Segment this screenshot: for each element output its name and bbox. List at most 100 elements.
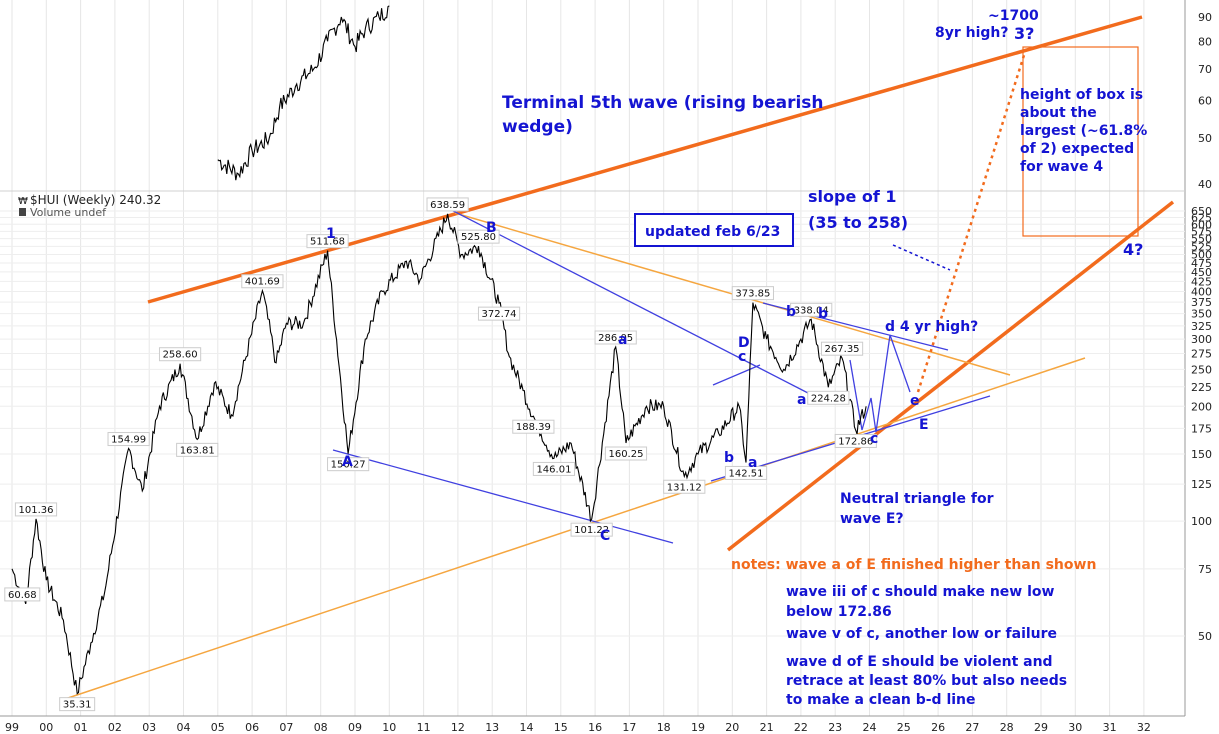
x-tick-label: 16 <box>588 721 602 734</box>
blue-short-line-1 <box>712 364 761 386</box>
x-tick-label: 09 <box>348 721 362 734</box>
x-tick-label: 32 <box>1137 721 1151 734</box>
y-tick-label: 325 <box>1191 320 1212 333</box>
x-tick-label: 17 <box>622 721 636 734</box>
volume-label: Volume undef <box>30 206 107 219</box>
x-tick-label: 30 <box>1068 721 1082 734</box>
y-tick-label: 275 <box>1191 348 1212 361</box>
price-point-label-bg <box>532 461 576 476</box>
wave-label-b-2019: b <box>724 450 734 466</box>
price-point-label: 101.36 <box>19 505 54 516</box>
y-tick-label: 250 <box>1191 363 1212 376</box>
x-tick-label: 00 <box>39 721 53 734</box>
price-point-label-bg <box>59 697 96 712</box>
price-point-label-bg <box>426 197 469 212</box>
y-tick-label: 600 <box>1191 218 1212 231</box>
price-point-label-bg <box>158 347 202 362</box>
wave-label-a-2016: a <box>618 332 627 348</box>
x-tick-label: 28 <box>1000 721 1014 734</box>
x-tick-label: 18 <box>657 721 671 734</box>
x-tick-label: 22 <box>794 721 808 734</box>
note-iii-line-2: below 172.86 <box>786 604 892 620</box>
box-note-line-2: about the <box>1020 105 1097 121</box>
upper-wedge-line <box>147 15 1143 304</box>
terminal-wave-line-1: Terminal 5th wave (rising bearish <box>502 93 824 113</box>
price-point-label: 160.25 <box>608 449 643 460</box>
x-tick-label: 03 <box>142 721 156 734</box>
price-point-label-bg <box>570 522 613 537</box>
price-point-label: 258.60 <box>163 350 198 361</box>
x-tick-label: 15 <box>554 721 568 734</box>
y-tick-label: 150 <box>1191 448 1212 461</box>
wave-label-b-2021: b <box>786 304 796 320</box>
slope-dashed-blue <box>892 244 951 271</box>
y-tick-label: 425 <box>1191 275 1212 288</box>
price-point-label-bg <box>807 390 850 405</box>
note-d-line-2: retrace at least 80% but also needs <box>786 673 1067 689</box>
y-tick-label: 350 <box>1191 308 1212 321</box>
x-tick-label: 10 <box>382 721 396 734</box>
price-point-label: 60.68 <box>8 590 37 601</box>
y-tick-label: 200 <box>1191 400 1212 413</box>
eight-yr-high: 8yr high? <box>935 25 1009 41</box>
y-tick-label: 100 <box>1191 515 1212 528</box>
y-tick-label: 75 <box>1198 563 1212 576</box>
wave-label-a-2022: a <box>797 392 806 408</box>
wave4-target-box <box>1022 46 1139 237</box>
neutral-triangle-line-1: Neutral triangle for <box>840 491 994 507</box>
price-point-label: 101.22 <box>574 525 609 536</box>
price-point-label-bg <box>477 306 521 321</box>
y-tick-label: 500 <box>1191 248 1212 261</box>
x-tick-label: 20 <box>725 721 739 734</box>
price-point-label-bg <box>107 432 150 447</box>
x-tick-label: 99 <box>5 721 19 734</box>
price-point-label-bg <box>731 286 774 301</box>
y-tick-label: 450 <box>1191 266 1212 279</box>
volume-icon <box>19 208 26 216</box>
y-tick-label: 300 <box>1191 333 1212 346</box>
wave-label-a-2020: a <box>748 455 757 471</box>
price-point-label-bg <box>790 302 833 317</box>
note-iii: wave iii of c should make new low below … <box>786 584 1059 620</box>
wave-label-D: D <box>738 335 750 351</box>
price-point-label: 286.05 <box>598 333 633 344</box>
y-axis-ticks: 6506256005755505255004754504254003753503… <box>1191 11 1212 643</box>
price-point-label: 35.31 <box>63 700 92 711</box>
inset-y-tick-label: 50 <box>1198 132 1212 145</box>
price-point-label: 338.04 <box>794 305 829 316</box>
y-tick-label: 475 <box>1191 257 1212 270</box>
price-point-label-bg <box>4 587 41 602</box>
price-point-label-bg <box>512 419 555 434</box>
wave-label-c-2023: c <box>870 431 878 447</box>
y-tick-label: 400 <box>1191 285 1212 298</box>
price-series-line <box>11 213 867 695</box>
price-point-label: 172.86 <box>838 436 873 447</box>
price-point-label: 638.59 <box>430 200 465 211</box>
box-note-line-4: of 2) expected <box>1020 141 1134 157</box>
updated-label: updated feb 6/23 <box>645 224 780 240</box>
slope-range: (35 to 258) <box>808 213 908 232</box>
note-v: wave v of c, another low or failure <box>786 626 1057 642</box>
price-point-label: 511.68 <box>310 237 345 248</box>
slope-title: slope of 1 <box>808 187 897 206</box>
y-tick-label: 575 <box>1191 225 1212 238</box>
price-point-label-bg <box>327 457 370 472</box>
y-tick-label: 550 <box>1191 233 1212 246</box>
x-tick-label: 08 <box>314 721 328 734</box>
wave-label-1: 1 <box>326 226 336 242</box>
y-tick-label: 650 <box>1191 205 1212 218</box>
x-tick-label: 12 <box>451 721 465 734</box>
y-tick-label: 225 <box>1191 381 1212 394</box>
terminal-wave-label: Terminal 5th wave (rising bearish wedge) <box>502 93 829 137</box>
note-iii-line-1: wave iii of c should make new low <box>786 584 1055 600</box>
x-tick-label: 19 <box>691 721 705 734</box>
price-point-label-bg <box>306 234 349 249</box>
box-note: height of box is about the largest (~61.… <box>1020 87 1152 175</box>
price-point-label: 372.74 <box>482 309 517 320</box>
wave-label-c-2020: c <box>738 349 746 365</box>
price-point-label: 267.35 <box>825 344 860 355</box>
price-point-label-bg <box>820 341 864 356</box>
inset-series-line <box>217 5 390 181</box>
neutral-triangle-line-2: wave E? <box>840 511 904 527</box>
x-tick-label: 25 <box>897 721 911 734</box>
